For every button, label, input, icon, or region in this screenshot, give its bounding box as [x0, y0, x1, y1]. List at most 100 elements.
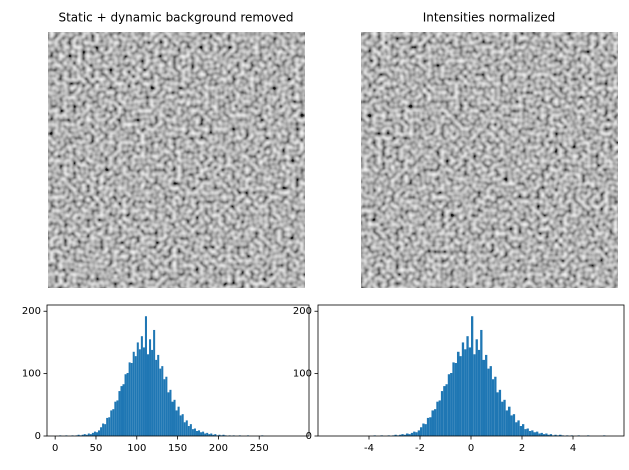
histogram-bar [491, 379, 495, 436]
histogram-bar [171, 401, 174, 436]
histogram-bar [151, 349, 154, 436]
histogram-bar [422, 423, 425, 436]
histogram-bar [452, 362, 455, 436]
histogram-bar [403, 434, 406, 436]
histogram-bar [426, 417, 430, 436]
histogram-bar [183, 422, 186, 436]
image-title: Static + dynamic background removed [58, 11, 293, 25]
x-tick-label: 0 [52, 443, 58, 454]
histogram-bar [475, 339, 478, 436]
histogram-bar [132, 351, 135, 436]
histogram-bar [540, 432, 543, 436]
histogram-bar [98, 430, 101, 436]
histogram-bar [126, 372, 129, 436]
histogram-bar [108, 417, 111, 436]
histogram-bar [480, 329, 483, 436]
y-tick-label: 0 [306, 431, 312, 442]
x-tick-label: 0 [468, 443, 474, 454]
histogram-bar [549, 434, 553, 436]
histogram-bar [100, 427, 103, 436]
histogram-bar [185, 420, 188, 436]
histogram-bar [212, 434, 215, 436]
histogram-bar [210, 433, 213, 436]
histogram-bar [102, 423, 105, 436]
y-tick-label: 100 [22, 369, 41, 380]
histogram-bar [487, 368, 490, 436]
x-tick-label: 200 [209, 443, 228, 454]
histogram-bar [507, 406, 511, 436]
histogram-bar [522, 424, 525, 436]
histogram-bar [142, 347, 145, 436]
histogram-bar [87, 433, 90, 436]
histogram-bar [489, 366, 492, 436]
histogram-bar [114, 401, 117, 436]
histogram-bar [106, 417, 109, 436]
histogram-bar [163, 379, 166, 436]
x-tick-label: 50 [90, 443, 103, 454]
histogram-bar [399, 434, 402, 436]
histogram-bar [195, 431, 198, 436]
histogram-bar [445, 384, 448, 436]
histogram-bar [461, 342, 465, 436]
histogram-bar [415, 432, 418, 436]
histogram-bar [138, 349, 141, 436]
histogram-bar [477, 349, 481, 436]
histogram-bar [91, 432, 94, 436]
histogram-bar [542, 434, 546, 436]
histogram-bar [526, 428, 529, 436]
histogram-bar [165, 376, 168, 436]
histogram-bar [424, 424, 427, 436]
histogram-bar [153, 329, 156, 436]
histogram-bar [417, 430, 420, 436]
histogram-bar [503, 399, 506, 436]
histogram-bar [77, 434, 80, 436]
pattern-noise [48, 32, 305, 288]
histogram-bar [528, 431, 532, 436]
histogram-bar [533, 432, 537, 436]
histogram-bar [408, 434, 411, 436]
histogram-bar [459, 356, 462, 436]
histogram-bar [179, 415, 182, 436]
histogram-bar [519, 426, 522, 436]
histogram-bar [189, 424, 192, 436]
histogram-bar [436, 401, 439, 436]
y-tick-label: 200 [293, 306, 312, 317]
histogram-bar [434, 409, 437, 436]
histogram-bar [122, 384, 125, 436]
histogram-bar [89, 434, 92, 436]
histogram-bar [134, 356, 137, 436]
histogram-bar [146, 354, 150, 436]
histogram-bar [214, 434, 217, 436]
histogram-bar [85, 434, 88, 436]
histogram-bar [482, 359, 486, 436]
histogram-bar [524, 429, 527, 436]
histogram-bar [440, 391, 444, 436]
x-tick-label: 250 [250, 443, 269, 454]
histogram-bar [410, 432, 414, 436]
histogram-bar [206, 432, 209, 436]
histogram-bar [531, 430, 534, 436]
axes-frame [46, 304, 310, 437]
histogram-bar [118, 391, 121, 436]
histogram-bar [468, 347, 471, 436]
image-title: Intensities normalized [423, 11, 556, 25]
histogram-bar [222, 434, 225, 436]
histogram-bar [202, 431, 205, 436]
histogram-bar [501, 401, 504, 436]
histogram-bar [512, 414, 516, 436]
histogram-bar [413, 431, 416, 436]
histogram-bar [128, 362, 131, 436]
y-tick-label: 200 [22, 306, 41, 317]
histogram-bar [83, 434, 86, 436]
histogram-bar [187, 426, 190, 436]
histogram-bar [136, 342, 139, 436]
histogram-bar [554, 434, 557, 436]
histogram-bar [173, 399, 176, 436]
histogram-bar [81, 434, 84, 436]
x-tick-label: 100 [127, 443, 146, 454]
histogram-bar [130, 363, 133, 436]
x-tick-label: 4 [570, 443, 576, 454]
pattern-noise [361, 32, 618, 288]
histogram-bar [149, 339, 152, 436]
